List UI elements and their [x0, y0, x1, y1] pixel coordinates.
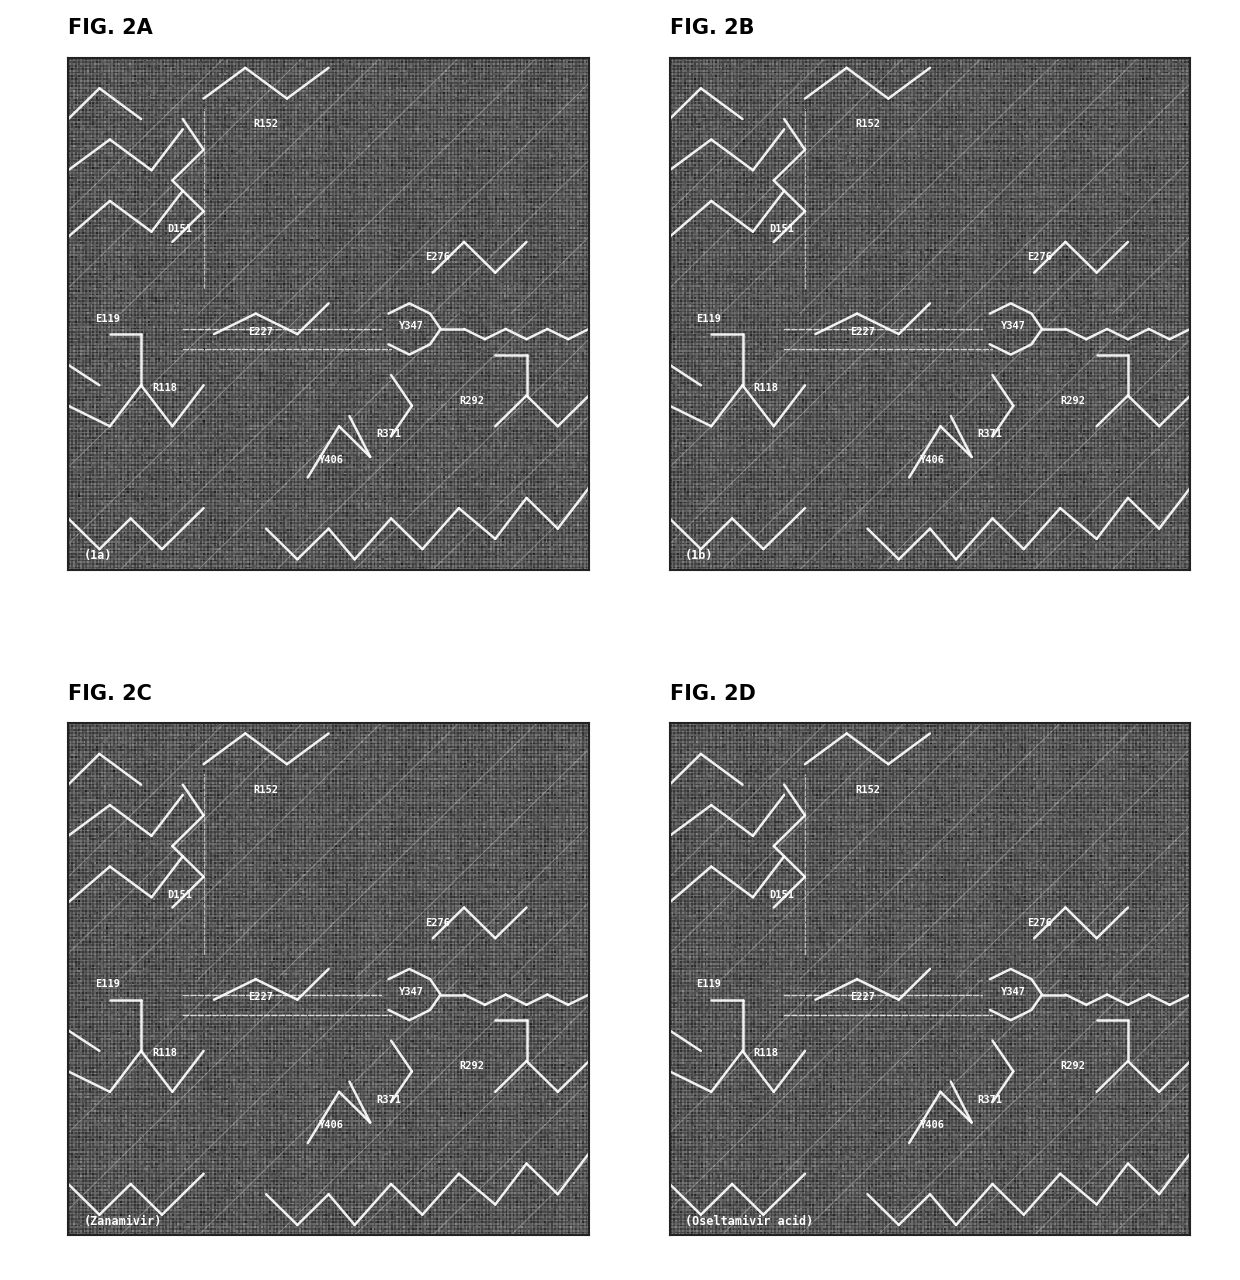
Text: E227: E227 [248, 992, 273, 1002]
Text: R118: R118 [754, 383, 779, 393]
Text: D151: D151 [769, 224, 794, 234]
Text: D151: D151 [769, 890, 794, 900]
Text: R152: R152 [856, 785, 880, 795]
Text: R152: R152 [254, 785, 279, 795]
Text: E119: E119 [696, 979, 722, 989]
Text: R118: R118 [754, 1048, 779, 1059]
Text: R292: R292 [459, 1061, 485, 1071]
Text: (Oseltamivir acid): (Oseltamivir acid) [686, 1215, 813, 1228]
Text: E276: E276 [1027, 252, 1052, 262]
Text: E276: E276 [425, 918, 450, 928]
Text: E276: E276 [425, 252, 450, 262]
Text: (Zanamivir): (Zanamivir) [84, 1215, 162, 1228]
Text: Y406: Y406 [319, 454, 343, 465]
Text: Y406: Y406 [319, 1120, 343, 1130]
Text: R292: R292 [459, 396, 485, 406]
Text: (1b): (1b) [686, 549, 714, 562]
Text: (1a): (1a) [84, 549, 113, 562]
Text: R371: R371 [977, 1094, 1002, 1105]
Text: FIG. 2C: FIG. 2C [68, 684, 153, 704]
Text: E119: E119 [94, 314, 120, 324]
Text: FIG. 2B: FIG. 2B [670, 18, 754, 38]
Text: R371: R371 [376, 1094, 401, 1105]
Text: Y347: Y347 [1001, 321, 1025, 332]
Text: D151: D151 [167, 224, 192, 234]
Text: R152: R152 [254, 119, 279, 129]
Text: R292: R292 [1060, 1061, 1086, 1071]
Text: R371: R371 [977, 429, 1002, 439]
Text: R371: R371 [376, 429, 401, 439]
Text: FIG. 2D: FIG. 2D [670, 684, 755, 704]
Text: R152: R152 [856, 119, 880, 129]
Text: R292: R292 [1060, 396, 1086, 406]
Text: E227: E227 [849, 326, 874, 337]
Text: Y347: Y347 [1001, 987, 1025, 997]
Text: FIG. 2A: FIG. 2A [68, 18, 153, 38]
Text: R118: R118 [153, 1048, 177, 1059]
Text: D151: D151 [167, 890, 192, 900]
Text: E276: E276 [1027, 918, 1052, 928]
Text: E119: E119 [94, 979, 120, 989]
Text: R118: R118 [153, 383, 177, 393]
Text: E227: E227 [248, 326, 273, 337]
Text: Y347: Y347 [399, 321, 424, 332]
Text: Y406: Y406 [920, 454, 945, 465]
Text: E227: E227 [849, 992, 874, 1002]
Text: Y406: Y406 [920, 1120, 945, 1130]
Text: E119: E119 [696, 314, 722, 324]
Text: Y347: Y347 [399, 987, 424, 997]
